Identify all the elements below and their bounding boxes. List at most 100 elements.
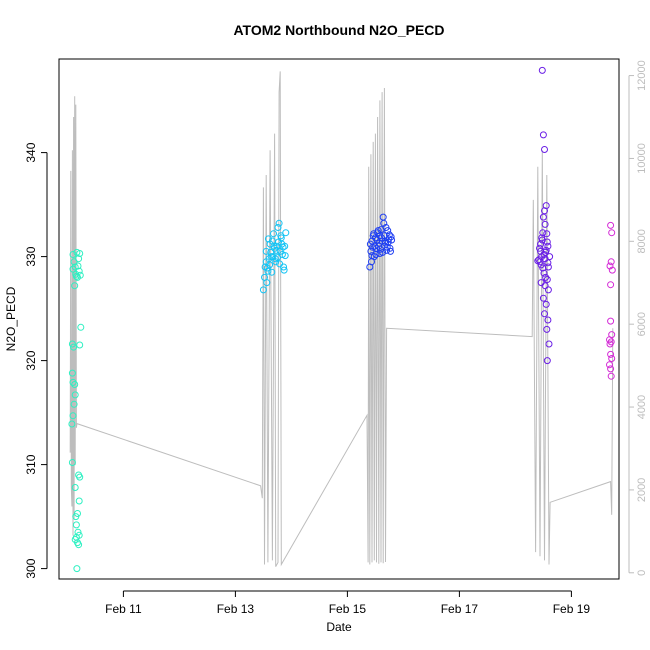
data-point xyxy=(76,271,84,279)
y-tick-label: 320 xyxy=(24,350,38,370)
y-tick-label: 340 xyxy=(24,142,38,162)
data-point xyxy=(68,459,76,466)
data-point xyxy=(541,220,549,228)
data-point xyxy=(69,412,77,420)
y2-tick-label: 8000 xyxy=(636,229,648,253)
data-point xyxy=(543,238,551,246)
data-point xyxy=(376,232,384,240)
data-point xyxy=(538,66,546,74)
chart-title: ATOM2 Northbound N2O_PECD xyxy=(233,22,444,38)
data-point xyxy=(263,279,271,287)
data-point xyxy=(379,213,387,221)
scatter-series xyxy=(606,221,616,380)
data-point xyxy=(73,248,81,256)
data-point xyxy=(275,238,282,246)
data-point xyxy=(539,229,547,237)
scatter-series xyxy=(259,219,290,294)
secondary-series-line xyxy=(69,71,614,567)
data-point xyxy=(368,252,376,260)
x-tick-label: Feb 11 xyxy=(105,602,142,616)
data-point xyxy=(280,266,288,274)
data-point xyxy=(606,262,614,270)
data-point xyxy=(606,336,613,344)
data-point xyxy=(266,261,274,269)
y-axis-label: N2O_PECD xyxy=(4,286,18,351)
data-point xyxy=(268,268,276,276)
data-point xyxy=(608,229,616,237)
data-point xyxy=(387,233,395,241)
data-point xyxy=(279,243,287,251)
data-point xyxy=(264,235,272,243)
y2-tick-label: 10000 xyxy=(636,143,648,174)
data-point xyxy=(546,253,554,261)
data-point xyxy=(541,310,548,318)
data-point xyxy=(607,281,615,289)
data-point xyxy=(367,247,375,255)
x-tick-label: Feb 15 xyxy=(329,602,367,616)
data-point xyxy=(269,253,277,261)
data-point xyxy=(544,259,552,267)
data-point xyxy=(382,224,390,231)
data-point xyxy=(542,300,550,308)
data-point xyxy=(608,355,616,362)
data-point xyxy=(75,267,83,275)
data-point xyxy=(72,272,80,280)
data-point xyxy=(69,265,77,273)
data-point xyxy=(274,224,282,231)
data-point xyxy=(264,267,272,275)
data-point xyxy=(387,247,394,255)
y2-tick-label: 0 xyxy=(636,570,648,576)
data-point xyxy=(68,369,76,377)
data-point xyxy=(539,131,547,139)
data-point xyxy=(70,343,78,351)
data-point xyxy=(388,236,396,244)
y-tick-label: 300 xyxy=(24,558,38,578)
x-tick-label: Feb 13 xyxy=(217,602,255,616)
data-point xyxy=(607,221,615,229)
data-point xyxy=(278,240,286,248)
data-point xyxy=(71,282,79,290)
data-point xyxy=(372,251,380,258)
data-point xyxy=(379,248,387,256)
data-point xyxy=(534,257,542,265)
x-tick-label: Feb 17 xyxy=(441,602,479,616)
data-point xyxy=(380,219,388,227)
data-point xyxy=(544,242,552,250)
data-point xyxy=(607,365,615,373)
data-point xyxy=(607,372,615,380)
data-point xyxy=(539,213,547,221)
data-point xyxy=(277,232,285,240)
data-point xyxy=(72,513,80,521)
data-point xyxy=(606,361,613,369)
y-tick-label: 330 xyxy=(24,246,38,266)
x-tick-label: Feb 19 xyxy=(553,602,591,616)
data-point xyxy=(543,230,551,238)
data-point xyxy=(607,317,615,325)
scatter-series xyxy=(534,66,554,365)
data-point xyxy=(262,247,270,255)
data-point xyxy=(540,269,548,277)
data-point xyxy=(538,234,546,242)
data-point xyxy=(608,266,616,274)
data-point xyxy=(70,400,78,408)
data-point xyxy=(607,258,615,266)
y-tick-label: 310 xyxy=(24,454,38,474)
data-point xyxy=(539,294,547,302)
data-point xyxy=(272,246,280,254)
data-point xyxy=(74,262,82,270)
data-point xyxy=(276,260,284,268)
data-point xyxy=(72,521,80,529)
data-point xyxy=(71,381,79,388)
data-point xyxy=(270,230,277,238)
data-point xyxy=(543,325,551,333)
data-point xyxy=(273,254,281,262)
data-point xyxy=(69,251,77,258)
data-point xyxy=(69,378,77,386)
data-point xyxy=(537,279,545,287)
data-point xyxy=(541,146,548,153)
y2-tick-label: 2000 xyxy=(636,478,648,502)
data-point xyxy=(68,420,76,428)
data-point xyxy=(542,273,550,281)
data-point xyxy=(282,229,290,237)
